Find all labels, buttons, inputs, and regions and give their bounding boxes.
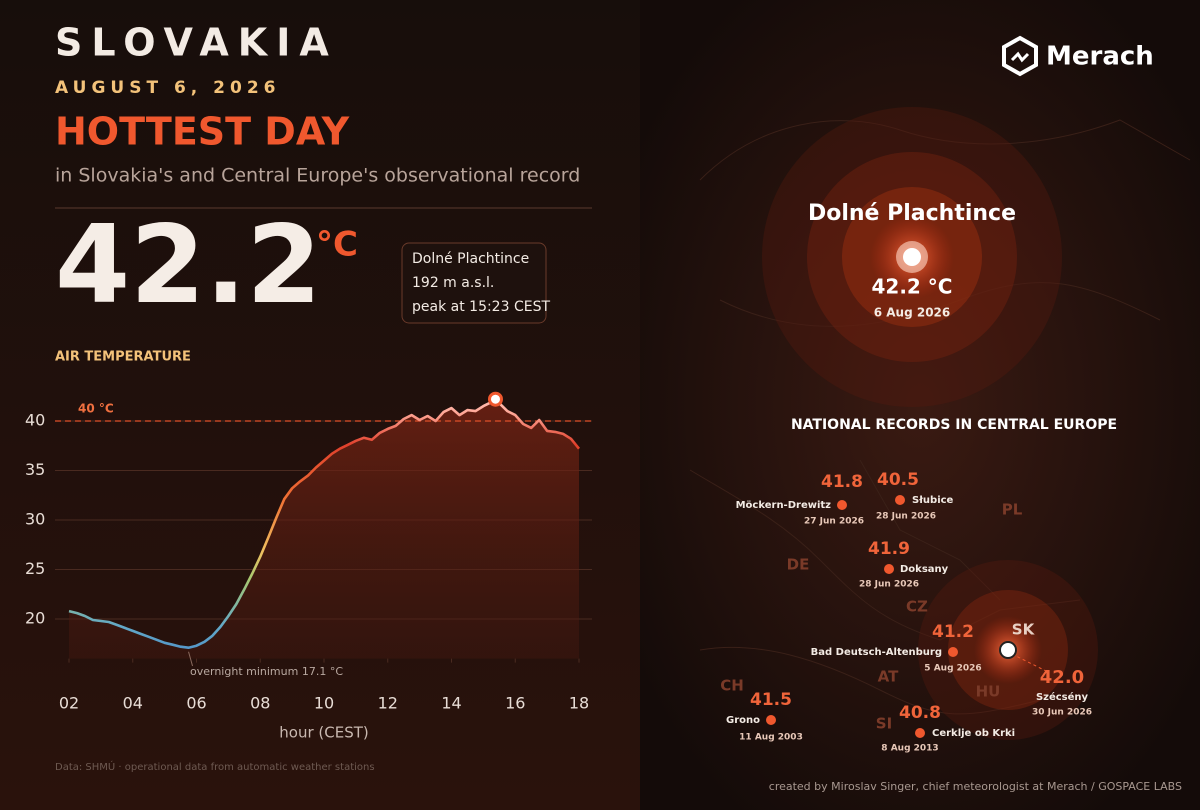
record-value: 41.2 [932,622,974,642]
map-borders [689,119,1191,715]
logo: Merach [1046,42,1154,72]
record-value: 41.9 [868,539,910,559]
record-place: Doksany [900,564,949,575]
section-title: NATIONAL RECORDS IN CENTRAL EUROPE [791,417,1117,433]
station-altitude: 192 m a.s.l. [412,275,494,291]
record-value: 40.8 [899,703,941,723]
logo-icon [1010,51,1030,63]
logo-icon [1002,35,1038,77]
map-value: 42.2 °C [872,275,953,299]
x-tick-label: 06 [186,694,206,713]
country-label: SI [876,715,892,733]
record-unit: °C [316,225,358,265]
record-value: 40.5 [877,470,919,490]
map-date: 6 Aug 2026 [874,306,951,320]
country-label: SK [1012,621,1036,639]
record-date: 27 Jun 2026 [804,517,864,527]
subtitle: in Slovakia's and Central Europe's obser… [55,165,580,187]
country-label: PL [1002,501,1023,519]
record-place: Słubice [912,495,954,506]
x-tick-label: 12 [378,694,398,713]
x-tick-label: 08 [250,694,270,713]
record-dot [895,495,905,505]
record-dot [999,641,1017,659]
x-tick-label: 16 [505,694,525,713]
record-value: 42.0 [1040,667,1084,688]
map-station: Dolné Plachtince [808,201,1016,226]
record-date: 30 Jun 2026 [1032,708,1092,718]
record-date: 8 Aug 2013 [881,744,938,754]
x-axis-label: hour (CEST) [279,724,368,742]
x-tick-label: 04 [123,694,143,713]
reference-label: 40 °C [78,402,114,416]
record-place: Möckern-Drewitz [736,500,832,511]
x-tick-label: 10 [314,694,334,713]
peak-marker [487,391,503,407]
y-tick-label: 40 [25,411,45,430]
country-label: DE [787,556,810,574]
peak-time: peak at 15:23 CEST [412,299,550,315]
record-place: Bad Deutsch-Altenburg [811,647,942,658]
leader-line [1011,653,1049,673]
record-dot [837,500,847,510]
record-place: Szécsény [1036,691,1089,703]
record-date: 28 Jun 2026 [876,512,936,522]
annotation: overnight minimum 17.1 °C [190,665,343,678]
station-name: Dolné Plachtince [412,251,529,267]
record-value: 41.8 [821,472,863,492]
x-tick-label: 14 [441,694,461,713]
country-label: AT [878,668,899,686]
record-value: 41.5 [750,690,792,710]
y-tick-label: 25 [25,559,45,578]
headline: HOTTEST DAY [55,110,350,154]
x-tick-label: 02 [59,694,79,713]
map-background [640,0,1200,810]
data-source: Data: SHMÚ · operational data from autom… [55,760,375,773]
record-date: 5 Aug 2026 [924,664,981,674]
y-tick-label: 20 [25,609,45,628]
date: AUGUST 6, 2026 [55,78,280,98]
annotation-leader [188,651,194,667]
record-dot [766,715,776,725]
country-label: HU [976,683,1001,701]
country-label: CH [720,677,744,695]
station-dot [903,248,921,266]
record-dot [948,647,958,657]
record-date: 11 Aug 2003 [739,733,803,743]
chart: 20 25 30 35 40 02 04 06 08 10 12 14 16 18 40 °C overnig… [25,391,592,713]
credit: created by Miroslav Singer, chief meteor… [769,780,1182,793]
y-tick-label: 30 [25,510,45,529]
record-place: Grono [726,715,760,726]
record-date: 28 Jun 2026 [859,580,919,590]
country: SLOVAKIA [55,21,338,65]
record-place: Cerklje ob Krki [932,728,1015,739]
x-tick-label: 18 [569,694,589,713]
area [69,402,579,659]
record-value: 42.2 [55,203,321,328]
chart-title: AIR TEMPERATURE [55,350,191,365]
country-label: CZ [906,598,928,616]
y-tick-label: 35 [25,460,45,479]
record-dot [915,728,925,738]
station-box [401,242,547,324]
record-dot [884,564,894,574]
